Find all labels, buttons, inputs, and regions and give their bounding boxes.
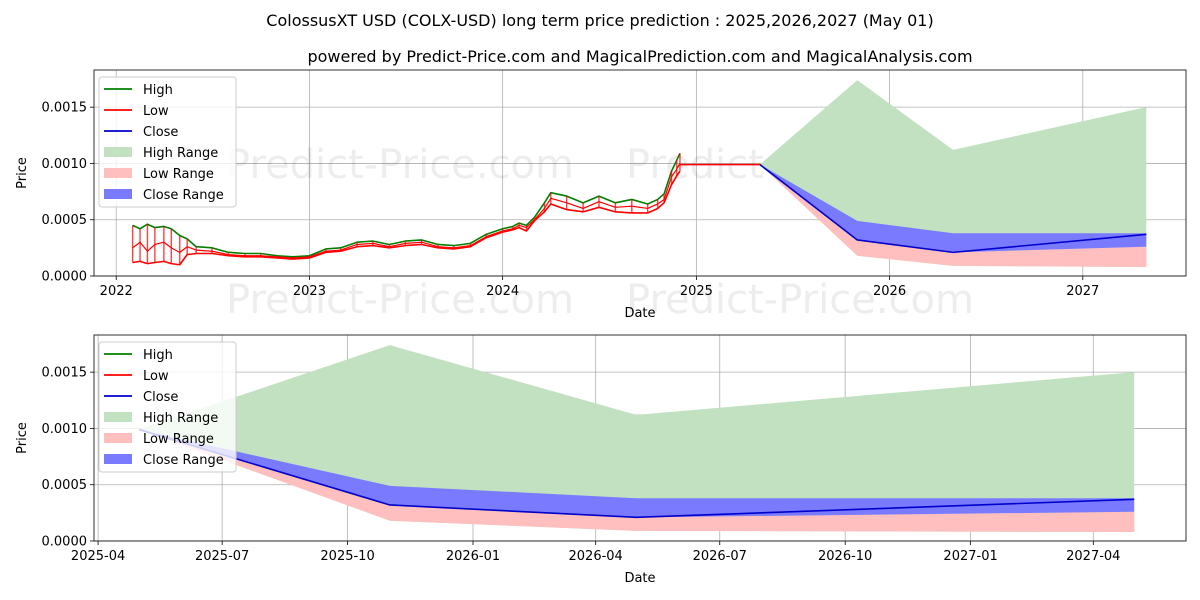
x-tick-label: 2026-10 xyxy=(818,549,872,564)
x-tick-label: 2024 xyxy=(486,284,519,299)
legend: High Low Close High Range Low Range Close Ran… xyxy=(98,341,237,473)
y-axis-label: Price xyxy=(15,157,30,189)
x-tick-label: 2025-07 xyxy=(195,549,249,564)
watermark: Predict-Price.com xyxy=(626,277,974,323)
y-tick-label: 0.0010 xyxy=(42,422,88,437)
x-tick-label: 2022 xyxy=(100,284,133,299)
y-tick-label: 0.0015 xyxy=(42,366,88,381)
chart-title: ColossusXT USD (COLX-USD) long term pric… xyxy=(266,11,933,30)
x-tick-label: 2025-04 xyxy=(71,549,125,564)
y-tick-label: 0.0005 xyxy=(42,478,88,493)
watermark: Predict-Price.com xyxy=(226,277,574,323)
close-range-band xyxy=(759,164,1147,253)
legend-label: High xyxy=(143,348,173,363)
y-tick-label: 0.0000 xyxy=(42,535,88,550)
legend: High Low Close High Range Low Range Close Ran… xyxy=(98,76,237,208)
top-panel: 2022 2023 2024 2025 2026 2027 0.0000 0.0005 0.00… xyxy=(15,69,1187,323)
watermark: Predict-Price.com xyxy=(226,142,574,188)
axes-frame xyxy=(93,69,1187,277)
legend-label: Close xyxy=(143,125,178,140)
legend-patch-swatch xyxy=(104,433,132,443)
high-range-band xyxy=(759,80,1147,267)
x-axis-label: Date xyxy=(624,306,655,321)
plot-area xyxy=(138,345,1135,532)
axes-frame xyxy=(93,334,1187,542)
history-close-line xyxy=(132,163,681,259)
legend-patch-swatch xyxy=(104,147,132,157)
legend-patch-swatch xyxy=(104,454,132,464)
x-tick-label: 2026 xyxy=(873,284,906,299)
x-tick-label: 2023 xyxy=(293,284,326,299)
x-tick-label: 2025-10 xyxy=(320,549,374,564)
x-tick-label: 2026-04 xyxy=(569,549,623,564)
x-tick-label: 2027-04 xyxy=(1066,549,1120,564)
y-axis-label: Price xyxy=(15,422,30,454)
close-line xyxy=(138,428,1135,519)
y-tick-label: 0.0015 xyxy=(42,101,88,116)
x-tick-label: 2027 xyxy=(1066,284,1099,299)
legend-label: Close Range xyxy=(143,453,224,468)
bottom-panel: 2025-04 2025-07 2025-10 2026-01 2026-04 2026-… xyxy=(15,334,1187,586)
legend-label: Low xyxy=(143,369,169,384)
x-tick-label: 2027-01 xyxy=(943,549,997,564)
x-tick-label: 2025 xyxy=(680,284,713,299)
legend-label: Close Range xyxy=(143,188,224,203)
legend-label: Low Range xyxy=(143,432,214,447)
close-range-band xyxy=(138,429,1135,518)
x-axis-label: Date xyxy=(624,571,655,586)
legend-frame xyxy=(98,341,237,473)
plot-area xyxy=(131,80,1147,267)
legend-patch-swatch xyxy=(104,189,132,199)
legend-label: High xyxy=(143,83,173,98)
close-line xyxy=(759,163,1147,254)
low-range-band xyxy=(138,429,1135,532)
legend-label: Low xyxy=(143,104,169,119)
x-tick-label: 2026-01 xyxy=(446,549,500,564)
x-tick-label: 2026-07 xyxy=(693,549,747,564)
legend-label: High Range xyxy=(143,411,218,426)
y-tick-label: 0.0010 xyxy=(42,157,88,172)
high-range-band xyxy=(138,345,1135,532)
low-range-band xyxy=(759,164,1147,267)
legend-patch-swatch xyxy=(104,412,132,422)
legend-label: High Range xyxy=(143,146,218,161)
y-tick-label: 0.0000 xyxy=(42,270,88,285)
legend-frame xyxy=(98,76,237,208)
legend-label: Low Range xyxy=(143,167,214,182)
legend-label: Close xyxy=(143,390,178,405)
y-tick-label: 0.0005 xyxy=(42,213,88,228)
legend-patch-swatch xyxy=(104,168,132,178)
chart-subtitle: powered by Predict-Price.com and Magical… xyxy=(307,47,972,66)
